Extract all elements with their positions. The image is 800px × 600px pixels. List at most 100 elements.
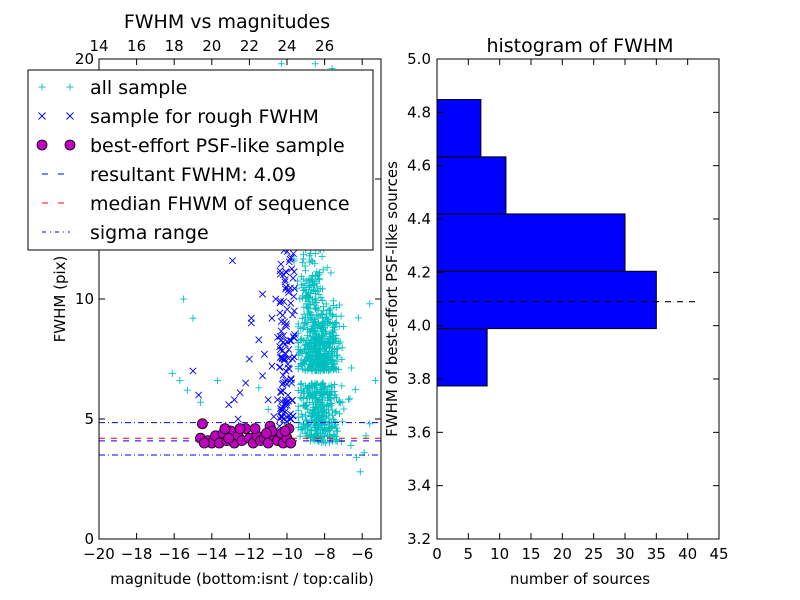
all-sample-point (183, 386, 191, 394)
all-sample-point (311, 431, 319, 439)
rough-sample-point (283, 337, 291, 346)
all-sample-point (333, 351, 341, 359)
rough-sample-point (290, 268, 298, 276)
rough-sample-point (277, 353, 285, 361)
all-sample-point (329, 364, 337, 372)
all-sample-point (317, 420, 325, 428)
rough-sample-point (264, 396, 272, 404)
all-sample-point (316, 385, 324, 393)
all-sample-point (295, 349, 303, 357)
all-sample-point (299, 401, 307, 409)
all-sample-point (301, 313, 309, 321)
all-sample-point (305, 275, 313, 283)
rough-sample-point (279, 311, 287, 319)
histogram-bar (436, 213, 626, 272)
rough-sample-point (277, 388, 285, 396)
all-sample-point (345, 395, 353, 403)
all-sample-point (332, 432, 340, 440)
all-sample-point (312, 295, 320, 303)
all-sample-point (330, 326, 338, 334)
all-sample-point (338, 418, 346, 426)
all-sample-point (297, 348, 305, 356)
rough-sample-point (276, 267, 284, 275)
scatter-panel: −20−18−16−14−12−10−8−6051015201416182022… (27, 11, 382, 588)
all-sample-point (316, 339, 324, 347)
y-tick-label: 20 (75, 50, 94, 68)
rough-sample-point (283, 305, 291, 313)
rough-sample-point (289, 250, 297, 258)
legend-plus-marker (66, 83, 74, 91)
all-sample-point (366, 300, 374, 308)
legend-plus-marker (38, 83, 46, 91)
all-sample-point (304, 420, 312, 428)
all-sample-point (303, 332, 311, 340)
all-sample-point (294, 387, 302, 395)
all-sample-point (168, 369, 176, 377)
legend-circle-marker (64, 139, 76, 151)
all-sample-point (329, 357, 337, 365)
all-sample-point (324, 337, 332, 345)
all-sample-point (319, 302, 327, 310)
all-sample-point (213, 377, 221, 385)
all-sample-point (333, 435, 341, 443)
rough-sample-point (189, 367, 197, 375)
all-sample-point (308, 355, 316, 363)
histogram-bar (436, 270, 657, 330)
rough-sample-point (281, 278, 289, 286)
x-tick-label: −6 (351, 545, 373, 563)
rough-sample-point (279, 371, 287, 379)
all-sample-point (298, 410, 306, 418)
rough-sample-point (290, 292, 298, 300)
all-sample-point (309, 286, 317, 294)
all-sample-point (313, 390, 321, 398)
all-sample-point (313, 397, 321, 405)
rough-sample-point (282, 268, 290, 276)
all-sample-point (311, 379, 319, 387)
rough-sample-point (285, 345, 293, 354)
all-sample-point (189, 314, 197, 322)
all-sample-point (312, 333, 320, 341)
top-axis-tick-label: 16 (127, 37, 146, 55)
legend-circle-marker (36, 139, 48, 151)
all-sample-point (319, 390, 327, 398)
all-sample-point (323, 426, 331, 434)
all-sample-point (322, 427, 330, 435)
x-tick-label: 5 (464, 545, 474, 563)
y-tick-label: 3.2 (407, 530, 431, 548)
all-sample-point (307, 412, 315, 420)
rough-sample-point (287, 376, 295, 384)
all-sample-point (337, 438, 345, 446)
all-sample-point (298, 273, 306, 281)
x-tick-label: −20 (83, 545, 115, 563)
legend-box (27, 69, 374, 251)
all-sample-point (294, 402, 302, 410)
all-sample-point (309, 271, 317, 279)
rough-sample-point (281, 276, 289, 284)
all-sample-point (317, 412, 325, 420)
y-tick-label: 0 (84, 530, 94, 548)
histogram-axes: 0 5 10 15 20 25 30 35 40 45 3.2 3.4 3.6 3.8 4.0 4.2 4.4 4… (407, 50, 728, 563)
rough-sample-point (268, 362, 276, 370)
all-sample-point (264, 405, 272, 413)
all-sample-point (318, 332, 326, 340)
all-sample-point (297, 380, 305, 388)
rough-sample-point (284, 391, 292, 399)
all-sample-point (317, 399, 325, 407)
all-sample-point (311, 304, 319, 312)
all-sample-point (320, 402, 328, 410)
all-sample-point (338, 382, 346, 390)
rough-sample-point (276, 343, 284, 351)
psf-sample-point (223, 432, 235, 444)
all-sample-point (320, 340, 328, 348)
rough-sample-point (260, 350, 268, 358)
all-sample-point (323, 264, 331, 272)
all-sample-point (297, 380, 305, 388)
histogram-frame (436, 58, 720, 540)
all-sample-point (309, 406, 317, 414)
rough-sample-point (287, 254, 295, 262)
all-sample-point (317, 433, 325, 441)
all-sample-point (319, 391, 327, 399)
psf-sample-point (279, 425, 291, 437)
psf-sample-point (249, 423, 261, 435)
x-tick-label: 20 (553, 545, 572, 563)
